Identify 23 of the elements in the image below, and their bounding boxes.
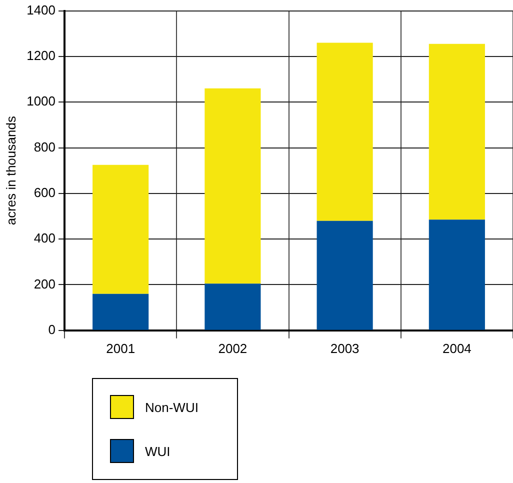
bar [204,284,261,330]
y-axis-title: acres in thousands [3,116,18,226]
x-tick-label: 2004 [442,340,472,356]
x-tick-label: 2003 [330,340,360,356]
legend-label: Non-WUI [145,400,198,414]
y-tick-label: 400 [34,230,56,246]
bar [316,42,373,221]
y-tick-label: 1000 [26,94,56,109]
bar [204,88,261,284]
y-tick-label: 1400 [26,2,56,18]
bar [316,220,373,330]
y-tick-label: 200 [34,276,56,292]
x-tick-label: 2002 [218,340,248,356]
y-tick-label: 1200 [26,48,56,64]
bar [92,294,149,330]
bar [92,164,149,294]
legend-label: WUI [145,444,170,458]
x-tick-label: 2001 [106,340,136,356]
y-tick-label: 0 [48,322,56,337]
y-tick-label: 600 [34,185,56,200]
y-tick-label: 800 [34,139,56,154]
bar [428,44,485,220]
bar [428,220,485,330]
